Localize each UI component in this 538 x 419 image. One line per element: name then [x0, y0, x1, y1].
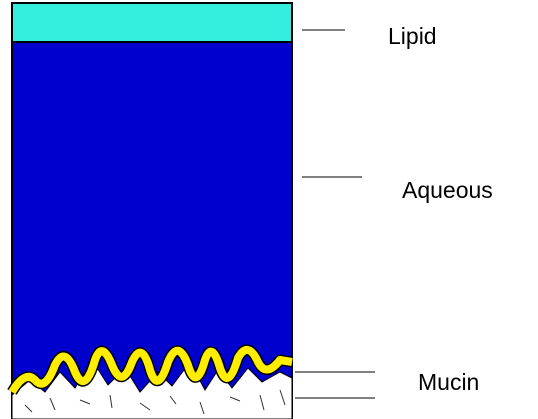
layer-label: Aqueous — [402, 177, 493, 203]
mucin-layer — [8, 346, 293, 395]
layer-label: Mucin — [418, 369, 479, 395]
epithelium-texture — [24, 389, 286, 415]
layer-label: Lipid — [388, 23, 437, 49]
lipid-layer — [11, 2, 293, 43]
